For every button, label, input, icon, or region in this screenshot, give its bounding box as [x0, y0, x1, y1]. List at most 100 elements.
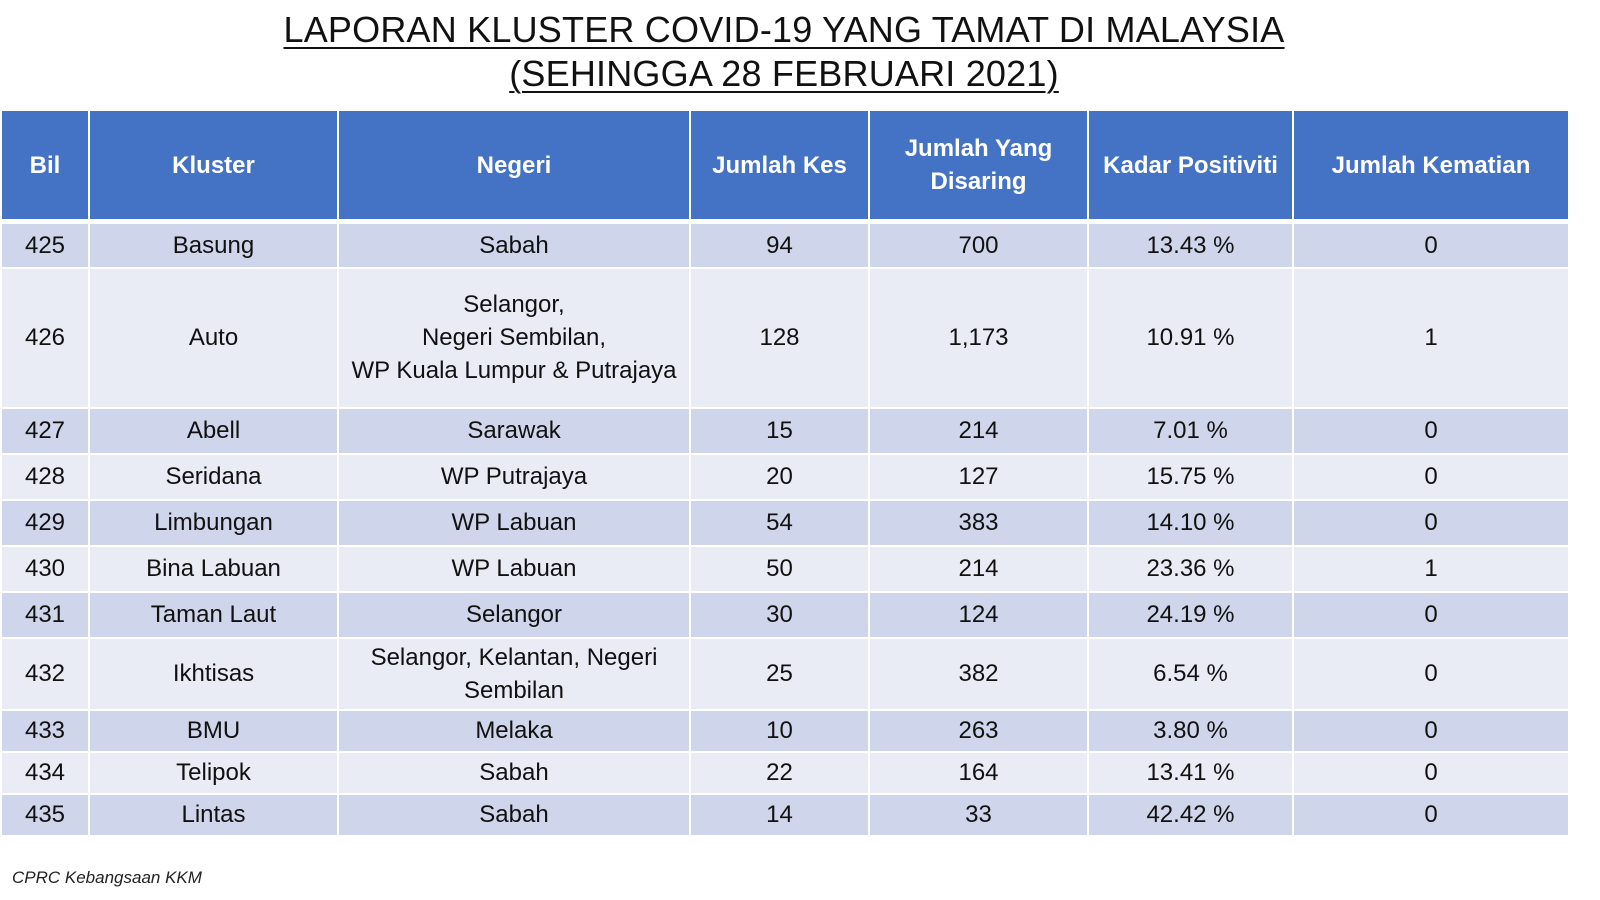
cell-disaring: 383: [868, 498, 1089, 547]
cell-kes: 25: [689, 636, 870, 711]
cell-kluster: Abell: [88, 406, 339, 455]
cell-negeri: Sarawak: [337, 406, 691, 455]
cell-kluster: BMU: [88, 708, 339, 753]
header-bil: Bil: [0, 109, 90, 224]
cell-negeri: WP Labuan: [337, 498, 691, 547]
cell-kematian: 1: [1292, 266, 1570, 409]
cell-negeri: Sabah: [337, 220, 691, 269]
cell-negeri: Sabah: [337, 792, 691, 837]
cell-kematian: 0: [1292, 498, 1570, 547]
cell-kes: 128: [689, 266, 870, 409]
cell-kluster: Telipok: [88, 750, 339, 795]
cell-bil: 430: [0, 544, 90, 593]
header-kadar-positiviti: Kadar Positiviti: [1087, 109, 1294, 224]
page-subtitle: (SEHINGGA 28 FEBRUARI 2021): [509, 53, 1059, 94]
cell-kematian: 0: [1292, 792, 1570, 837]
cell-kluster: Limbungan: [88, 498, 339, 547]
cluster-table: Bil Kluster Negeri Jumlah Kes Jumlah Yan…: [0, 109, 1570, 837]
cell-disaring: 382: [868, 636, 1089, 711]
source-note: CPRC Kebangsaan KKM: [12, 868, 202, 887]
cell-disaring: 164: [868, 750, 1089, 795]
cell-disaring: 263: [868, 708, 1089, 753]
header-kluster: Kluster: [88, 109, 339, 224]
cell-negeri: Selangor, Kelantan, Negeri Sembilan: [337, 636, 691, 711]
table-row: 425 Basung Sabah 94 700 13.43 % 0: [0, 220, 1570, 269]
cell-negeri: WP Putrajaya: [337, 452, 691, 501]
cell-positiviti: 24.19 %: [1087, 590, 1294, 639]
cell-negeri: Sabah: [337, 750, 691, 795]
cell-negeri: Selangor, Negeri Sembilan, WP Kuala Lump…: [337, 266, 691, 409]
cell-kes: 15: [689, 406, 870, 455]
cell-bil: 433: [0, 708, 90, 753]
header-jumlah-kematian: Jumlah Kematian: [1292, 109, 1570, 224]
table-row: 434 Telipok Sabah 22 164 13.41 % 0: [0, 750, 1570, 795]
cell-bil: 431: [0, 590, 90, 639]
cell-kes: 94: [689, 220, 870, 269]
cell-disaring: 127: [868, 452, 1089, 501]
cell-positiviti: 7.01 %: [1087, 406, 1294, 455]
cell-kluster: Seridana: [88, 452, 339, 501]
page-title: LAPORAN KLUSTER COVID-19 YANG TAMAT DI M…: [283, 9, 1285, 50]
cell-kematian: 0: [1292, 220, 1570, 269]
cell-disaring: 700: [868, 220, 1089, 269]
cell-disaring: 33: [868, 792, 1089, 837]
table-row: 428 Seridana WP Putrajaya 20 127 15.75 %…: [0, 452, 1570, 501]
cell-bil: 432: [0, 636, 90, 711]
cell-positiviti: 15.75 %: [1087, 452, 1294, 501]
cell-bil: 434: [0, 750, 90, 795]
cell-bil: 427: [0, 406, 90, 455]
cell-positiviti: 42.42 %: [1087, 792, 1294, 837]
cell-kes: 10: [689, 708, 870, 753]
table-row: 430 Bina Labuan WP Labuan 50 214 23.36 %…: [0, 544, 1570, 593]
cell-kluster: Lintas: [88, 792, 339, 837]
cell-kes: 30: [689, 590, 870, 639]
cell-bil: 425: [0, 220, 90, 269]
cell-kes: 54: [689, 498, 870, 547]
cell-bil: 429: [0, 498, 90, 547]
cell-kluster: Bina Labuan: [88, 544, 339, 593]
table-row: 433 BMU Melaka 10 263 3.80 % 0: [0, 708, 1570, 753]
cell-positiviti: 14.10 %: [1087, 498, 1294, 547]
cell-kluster: Auto: [88, 266, 339, 409]
cell-bil: 428: [0, 452, 90, 501]
table-row: 427 Abell Sarawak 15 214 7.01 % 0: [0, 406, 1570, 455]
cell-kematian: 0: [1292, 708, 1570, 753]
cell-bil: 426: [0, 266, 90, 409]
cell-kematian: 0: [1292, 590, 1570, 639]
table-row: 429 Limbungan WP Labuan 54 383 14.10 % 0: [0, 498, 1570, 547]
cell-kematian: 0: [1292, 750, 1570, 795]
cell-kematian: 0: [1292, 452, 1570, 501]
header-negeri: Negeri: [337, 109, 691, 224]
cell-kes: 22: [689, 750, 870, 795]
header-jumlah-kes: Jumlah Kes: [689, 109, 870, 224]
cell-positiviti: 6.54 %: [1087, 636, 1294, 711]
cell-positiviti: 3.80 %: [1087, 708, 1294, 753]
header-jumlah-disaring: Jumlah Yang Disaring: [868, 109, 1089, 224]
cell-positiviti: 13.41 %: [1087, 750, 1294, 795]
table-row: 431 Taman Laut Selangor 30 124 24.19 % 0: [0, 590, 1570, 639]
cell-negeri: WP Labuan: [337, 544, 691, 593]
cell-kes: 50: [689, 544, 870, 593]
cell-disaring: 124: [868, 590, 1089, 639]
cell-bil: 435: [0, 792, 90, 837]
cell-negeri: Selangor: [337, 590, 691, 639]
table-header-row: Bil Kluster Negeri Jumlah Kes Jumlah Yan…: [0, 109, 1570, 224]
cell-disaring: 1,173: [868, 266, 1089, 409]
cell-positiviti: 13.43 %: [1087, 220, 1294, 269]
cell-positiviti: 10.91 %: [1087, 266, 1294, 409]
cell-kematian: 0: [1292, 406, 1570, 455]
cell-kematian: 0: [1292, 636, 1570, 711]
cell-kluster: Ikhtisas: [88, 636, 339, 711]
cell-negeri: Melaka: [337, 708, 691, 753]
cell-kluster: Basung: [88, 220, 339, 269]
cell-positiviti: 23.36 %: [1087, 544, 1294, 593]
table-row: 426 Auto Selangor, Negeri Sembilan, WP K…: [0, 266, 1570, 409]
table-row: 435 Lintas Sabah 14 33 42.42 % 0: [0, 792, 1570, 837]
cell-disaring: 214: [868, 544, 1089, 593]
table-row: 432 Ikhtisas Selangor, Kelantan, Negeri …: [0, 636, 1570, 711]
cell-kes: 14: [689, 792, 870, 837]
cell-kes: 20: [689, 452, 870, 501]
cell-disaring: 214: [868, 406, 1089, 455]
cell-kluster: Taman Laut: [88, 590, 339, 639]
